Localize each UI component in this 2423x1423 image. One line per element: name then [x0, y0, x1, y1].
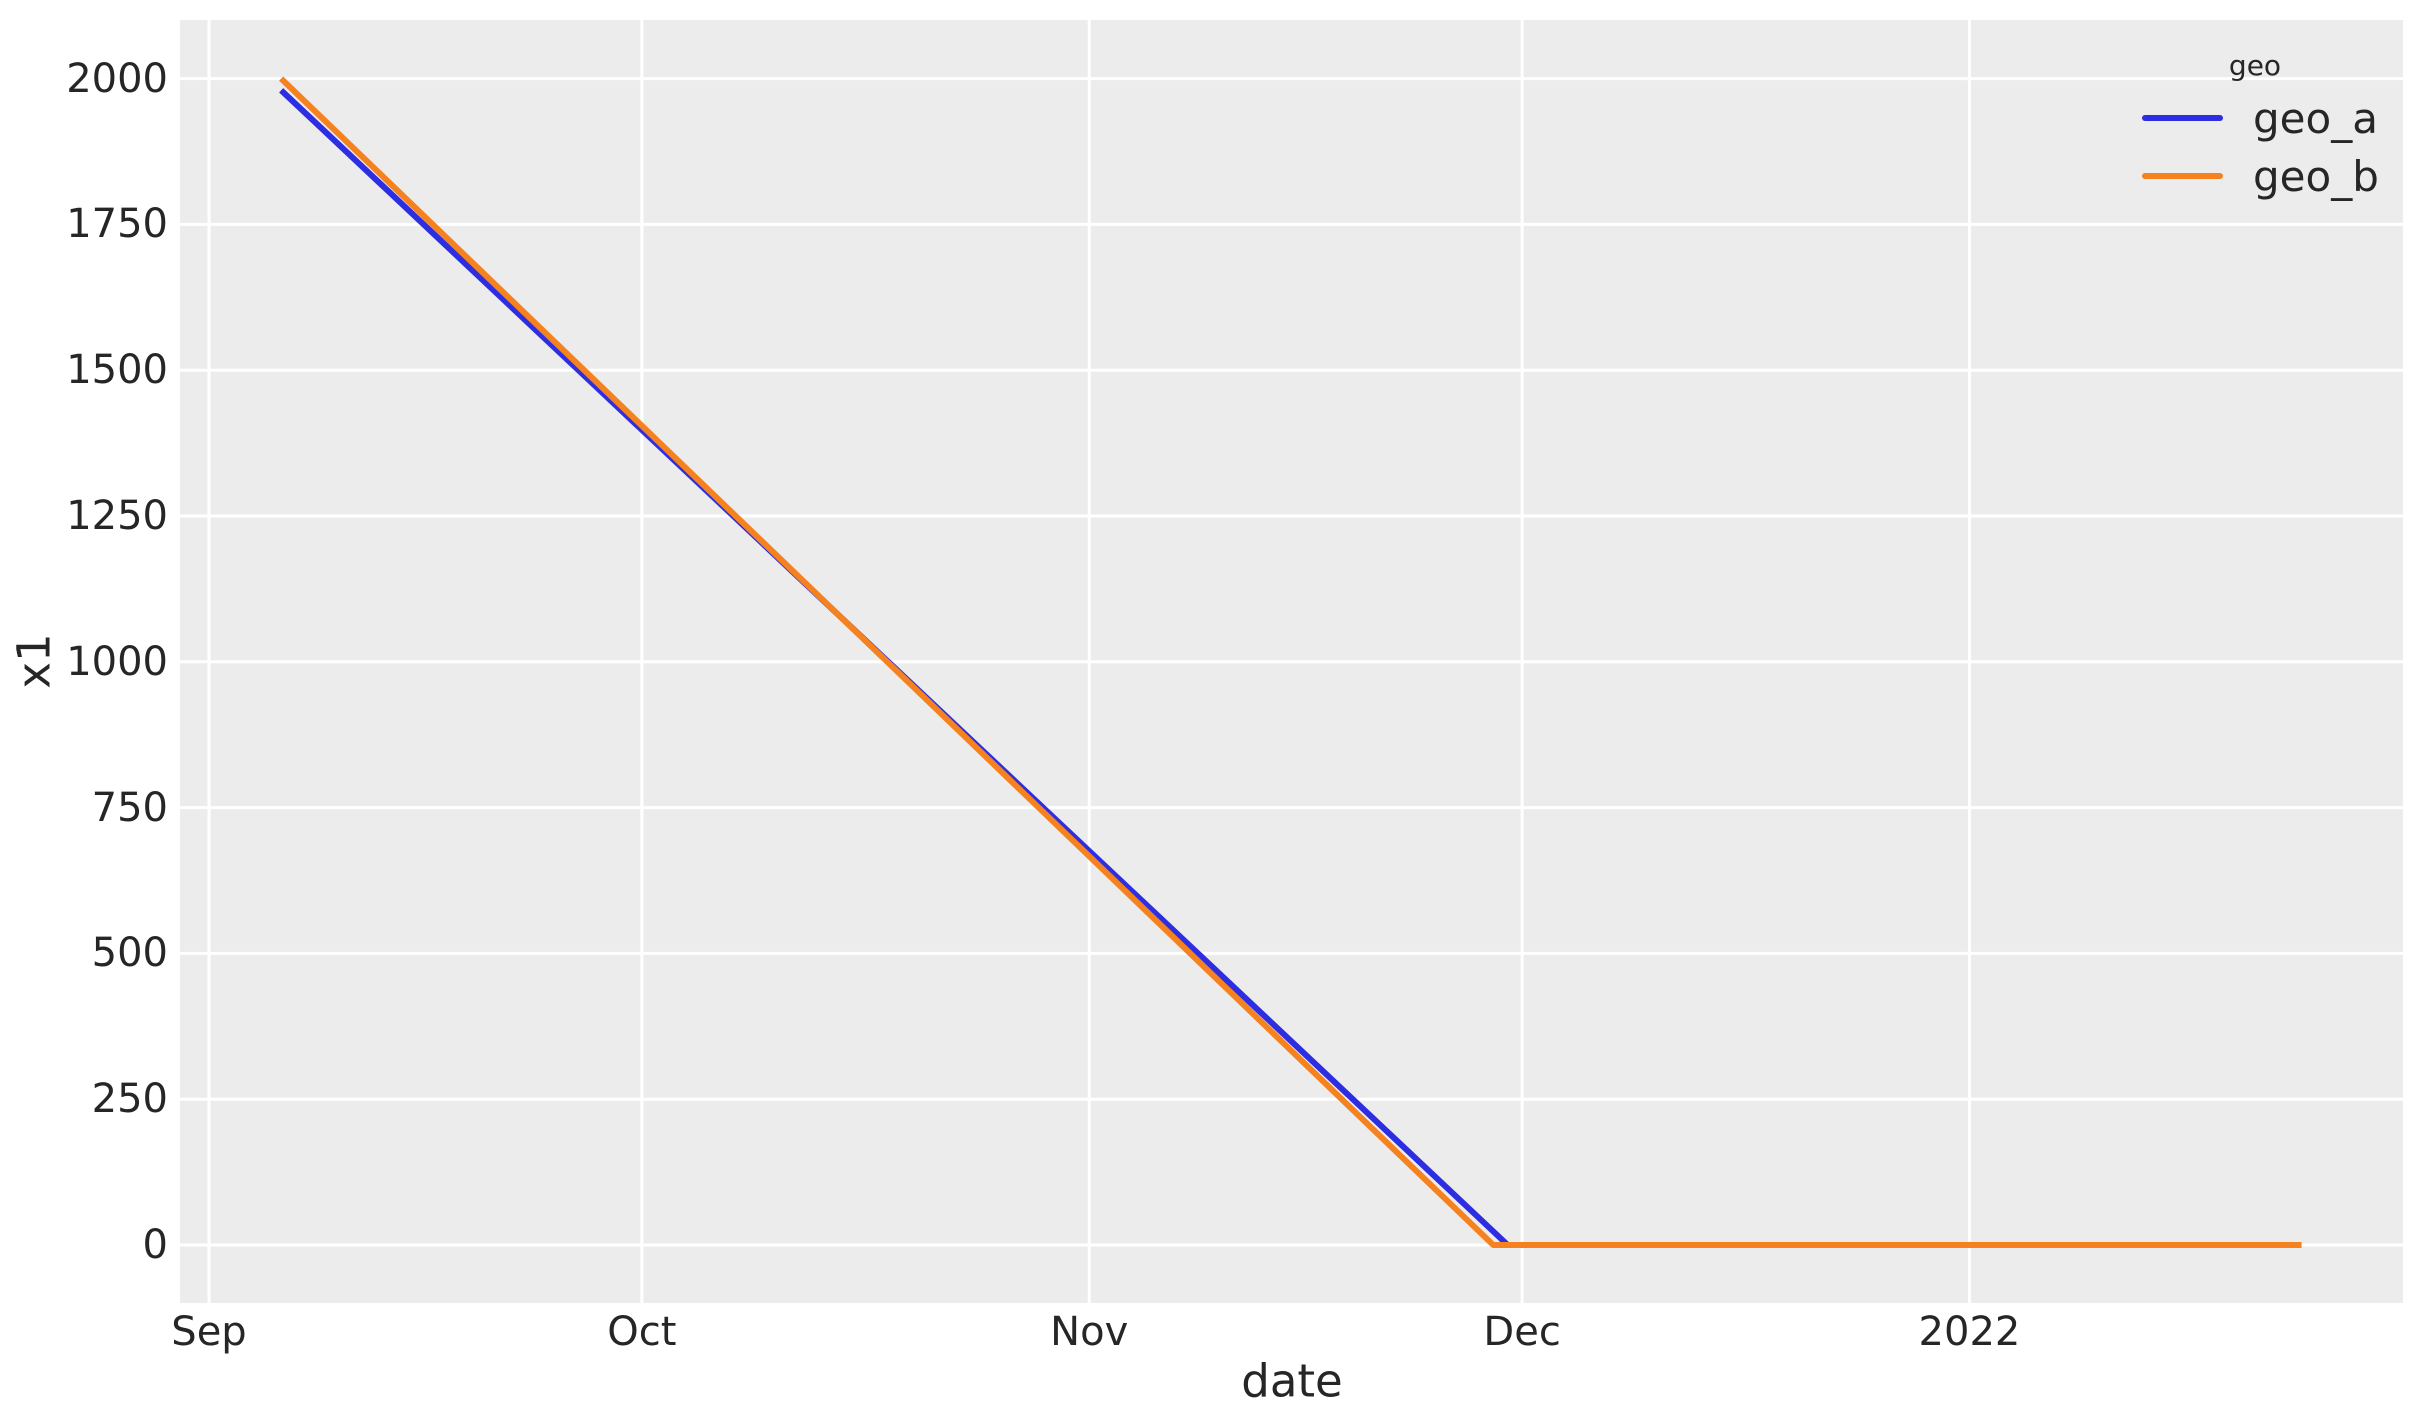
legend-label-geo_b: geo_b — [2253, 152, 2379, 201]
y-axis-title: x1 — [7, 633, 61, 689]
y-tick-label: 1750 — [66, 201, 168, 248]
x-tick-label: 2022 — [1918, 1309, 2021, 1355]
plot-panel — [180, 20, 2403, 1303]
legend-swatch-geo_b — [2142, 173, 2223, 179]
x-tick-label: Sep — [171, 1309, 247, 1355]
x-axis-title: date — [1241, 1354, 1343, 1408]
y-tick-label: 750 — [91, 784, 168, 831]
y-tick-label: 500 — [91, 930, 168, 977]
y-tick-label: 0 — [142, 1222, 168, 1268]
line-geo_a — [279, 88, 2302, 1248]
line-geo_b — [279, 76, 2302, 1248]
y-tick-label: 250 — [91, 1076, 168, 1123]
x-tick-label: Dec — [1483, 1309, 1561, 1355]
legend-title: geo — [2228, 49, 2282, 82]
y-tick-label: 1000 — [66, 638, 168, 685]
y-tick-label: 1250 — [66, 493, 168, 539]
legend-swatch-geo_a — [2142, 115, 2223, 121]
x-tick-label: Oct — [607, 1309, 677, 1355]
legend-label-geo_a: geo_a — [2253, 94, 2378, 143]
y-tick-label: 1500 — [66, 347, 168, 394]
x-tick-label: Nov — [1050, 1309, 1129, 1355]
plot-canvas — [180, 20, 2403, 1303]
y-tick-label: 2000 — [66, 55, 168, 102]
